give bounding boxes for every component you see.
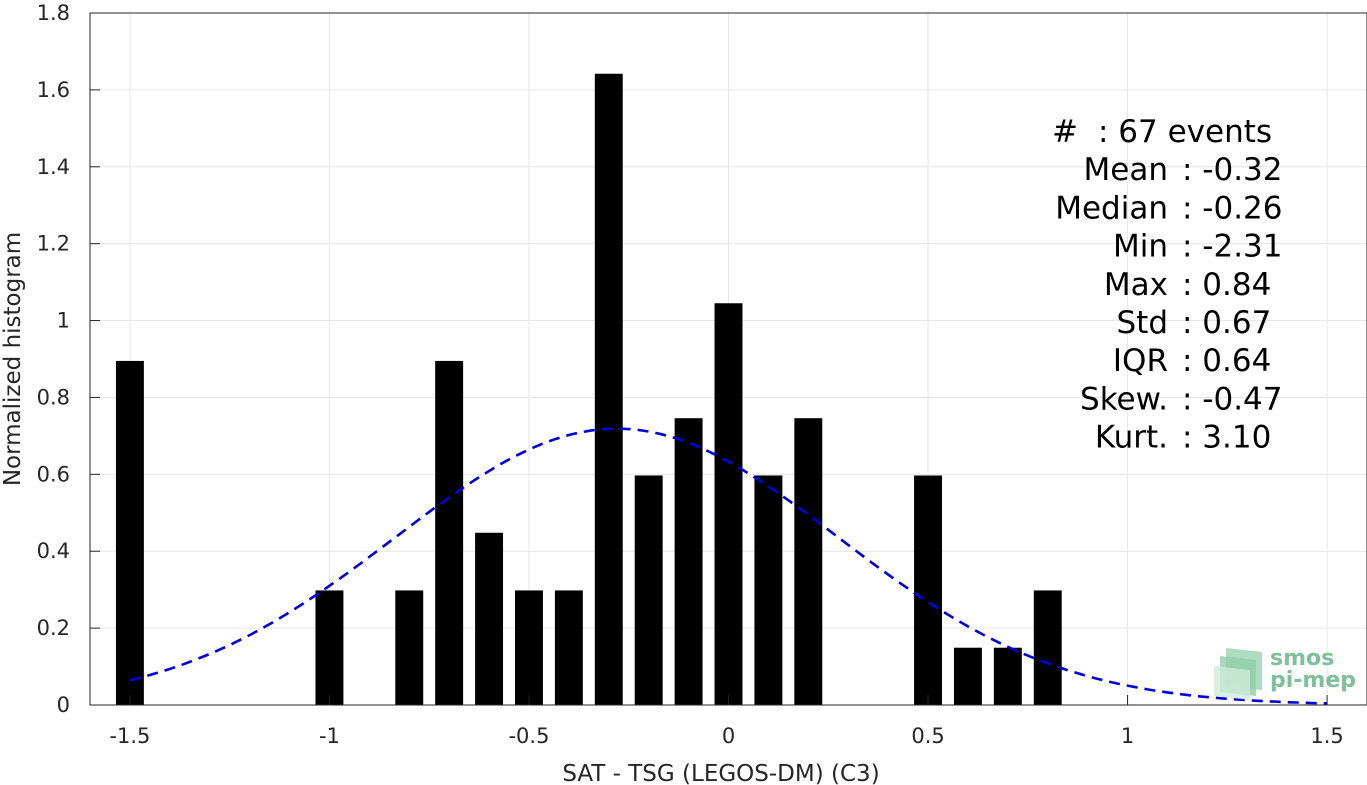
histogram-bars: [115, 73, 1062, 705]
y-tick-label: 1.2: [37, 232, 70, 256]
stat-line-value: : 3.10: [1182, 420, 1271, 456]
y-tick-label: 1: [57, 309, 70, 333]
normal-fit-curve: [129, 427, 1328, 705]
stat-line-label: Kurt.: [1095, 420, 1168, 456]
stat-line-value: : -0.47: [1182, 381, 1283, 417]
histogram-bar: [395, 590, 424, 705]
logo-text-pi-mep: pi-mep: [1270, 668, 1356, 693]
x-tick-label: -1.5: [109, 724, 150, 748]
histogram-bar: [993, 647, 1022, 705]
stat-line-value: : -2.31: [1182, 229, 1283, 265]
stat-line-label: Max: [1104, 267, 1168, 303]
histogram-bar: [674, 418, 703, 705]
stat-line-label: Skew.: [1080, 381, 1168, 417]
x-tick-label: 0.5: [911, 724, 944, 748]
histogram-bar: [794, 418, 823, 705]
x-tick-label: 1: [1121, 724, 1134, 748]
stat-line-value: : 0.84: [1182, 267, 1271, 303]
y-axis-label: Normalized histogram: [0, 232, 26, 486]
stat-line-value: : 0.67: [1182, 305, 1271, 341]
y-tick-label: 0.4: [37, 539, 70, 563]
histogram-bar: [1033, 590, 1062, 705]
stat-line-value: : 0.64: [1182, 343, 1271, 379]
y-axis-ticks: 0 0.2 0.4 0.6 0.8 1 1.2 1.4 1.6 1.8: [37, 1, 100, 717]
stat-line-label: Median: [1055, 190, 1168, 226]
histogram-bar: [634, 475, 663, 705]
histogram-bar: [714, 303, 743, 705]
stat-line-label: Std: [1116, 305, 1168, 341]
x-axis-ticks: -1.5 -1 -0.5 0 0.5 1 1.5: [109, 695, 1344, 748]
histogram-bar: [515, 590, 543, 705]
y-tick-label: 1.6: [37, 78, 70, 102]
y-tick-label: 0.8: [37, 385, 70, 409]
stat-line-label: Mean: [1084, 152, 1168, 188]
histogram-bar: [315, 590, 344, 705]
x-tick-label: -0.5: [508, 724, 549, 748]
y-tick-label: 0: [57, 693, 70, 717]
histogram-bar: [115, 360, 144, 705]
stat-line-label: Min: [1113, 229, 1168, 265]
histogram-bar: [475, 532, 504, 705]
histogram-bar: [914, 475, 942, 705]
y-tick-label: 1.4: [37, 155, 70, 179]
x-tick-label: -1: [319, 724, 340, 748]
logo-graphic: [1214, 648, 1262, 700]
histogram-bar: [594, 73, 623, 705]
stat-line-value: : -0.26: [1182, 190, 1283, 226]
y-tick-label: 1.8: [37, 1, 70, 25]
stat-line-value: : 67 events: [1098, 114, 1272, 150]
x-tick-label: 0: [722, 724, 735, 748]
histogram-bar: [953, 647, 982, 705]
histogram-bar: [435, 360, 464, 705]
stat-line-label: #: [1052, 114, 1078, 150]
y-tick-label: 0.2: [37, 616, 70, 640]
x-axis-label: SAT - TSG (LEGOS-DM) (C3): [562, 761, 879, 785]
histogram-bar: [754, 475, 783, 705]
histogram-bar: [554, 590, 583, 705]
stat-line-value: : -0.32: [1182, 152, 1283, 188]
x-tick-label: 1.5: [1310, 724, 1343, 748]
logo-text-smos: smos: [1270, 646, 1334, 671]
stat-line-label: IQR: [1113, 343, 1168, 379]
y-tick-label: 0.6: [37, 462, 70, 486]
smos-pi-mep-logo: smos pi-mep: [1214, 646, 1356, 700]
